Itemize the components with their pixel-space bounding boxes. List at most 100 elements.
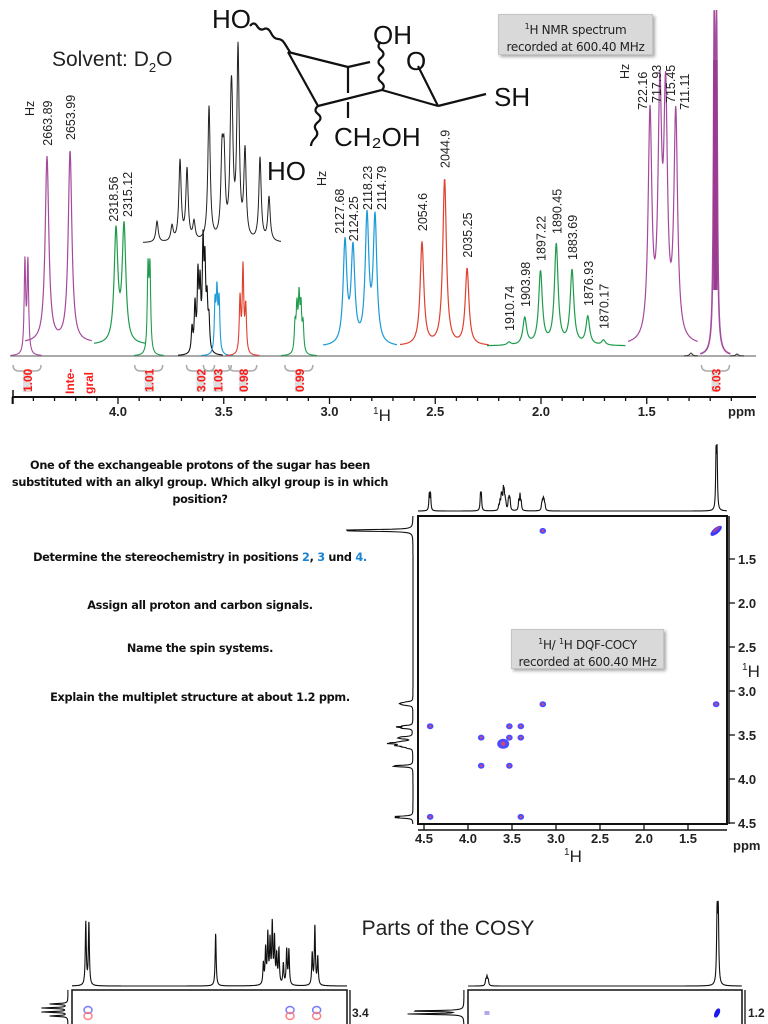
hz-unit-label: Hz — [618, 64, 632, 79]
expansion-trace-1 — [93, 221, 147, 344]
cosy-x-tick-label: 3.0 — [547, 831, 565, 846]
parts-title: Parts of the COSY — [362, 917, 535, 940]
x-tick-label: 4.0 — [109, 404, 127, 419]
cross-peak-phase — [714, 703, 718, 706]
cross-peak-phase — [519, 815, 522, 819]
peak-label-hz: 2124.25 — [347, 196, 361, 241]
cosy-plot-frame — [417, 515, 728, 825]
x-tick-label: 1.5 — [638, 404, 656, 419]
peak-label-hz: 2114.79 — [375, 166, 389, 210]
hz-unit-label: Hz — [315, 171, 329, 186]
peak-label-hz: 2315.12 — [121, 172, 135, 217]
sugar-structure — [249, 22, 487, 147]
peak-label-hz: 1897.22 — [535, 216, 549, 261]
peak-label-hz: 1876.93 — [582, 261, 596, 306]
solvent-label: Solvent: D2O — [52, 48, 172, 75]
cross-peak-phase — [519, 736, 522, 739]
structure-ho-top: HO — [212, 4, 251, 34]
info-box-cosy: 1H/ 1H DQF-COCY recorded at 600.40 MHz — [511, 629, 664, 669]
cosy-x-tick-label: 2.0 — [635, 831, 653, 846]
peak-label-hz: 715.45 — [664, 65, 678, 103]
integral-label-part-1: Inte- — [63, 369, 77, 394]
peak-label-hz: 1870.17 — [598, 284, 612, 329]
cross-peak-phase — [83, 1011, 93, 1021]
question-5: Explain the multiplet structure at about… — [50, 691, 350, 704]
question-1-line-3: position? — [172, 493, 228, 506]
peak-label-hz: 1890.45 — [550, 189, 564, 234]
peak-label-hz: 722.16 — [636, 72, 650, 110]
cosy-x-tick-label: 2.5 — [591, 831, 609, 846]
expansion-trace-2 — [322, 209, 398, 346]
x-tick-label: 3.0 — [320, 404, 338, 419]
cross-peak-phase — [508, 725, 511, 728]
cross-peak-phase — [480, 736, 483, 739]
structure-ch2oh: CH₂OH — [334, 122, 421, 152]
integral-value: 1.00 — [21, 368, 35, 392]
peak-label-hz: 2653.99 — [64, 95, 78, 140]
spectrum-multiplet-1 — [134, 258, 164, 356]
cosy-unit-label: ppm — [733, 838, 760, 853]
cosy-left-projection — [345, 516, 414, 824]
peak-label-hz: 2118.23 — [361, 166, 375, 210]
integral-value: 6.03 — [709, 368, 723, 392]
integral-value: 1.03 — [211, 368, 225, 392]
cross-peak-phase — [508, 764, 511, 767]
x-tick-label: 3.5 — [215, 404, 233, 419]
cross-peak — [285, 1005, 295, 1015]
cross-peak-phase — [501, 741, 506, 746]
peak-label-hz: 2318.56 — [107, 176, 121, 221]
cosy-y-tick-label: 4.0 — [738, 772, 756, 787]
cosy-y-tick-label: 4.5 — [738, 816, 756, 831]
baseline-impurity — [684, 352, 698, 357]
expansion-trace-3 — [400, 179, 489, 346]
cosy-part-left-projection — [407, 990, 465, 1024]
peak-label-hz: 2127.68 — [333, 189, 347, 234]
cosy-x-tick-label: 4.0 — [459, 831, 477, 846]
peak-label-hz: 717.93 — [650, 65, 664, 103]
integral-value: 0.98 — [237, 368, 251, 392]
integral-marker — [144, 372, 153, 392]
structure-oh-top: OH — [373, 20, 412, 50]
cross-peak-phase — [519, 725, 522, 728]
cosy-part-y-tick-label: 3.4 — [352, 1006, 369, 1020]
cosy-part-frame — [71, 989, 348, 1024]
cosy-top-projection — [418, 443, 727, 512]
cosy-y-axis-label: 1H — [742, 662, 760, 681]
integral-marker — [213, 372, 222, 392]
question-1: One of the exchangeable protons of the s… — [10, 457, 390, 508]
cross-peak-phase — [311, 1011, 322, 1021]
cross-peak — [83, 1005, 93, 1015]
question-3: Assign all proton and carbon signals. — [87, 599, 313, 612]
integral-marker — [294, 372, 303, 392]
integral-value: 1.01 — [143, 368, 157, 392]
structure-ring-o: O — [406, 46, 426, 76]
cosy-y-tick-label: 2.0 — [738, 596, 756, 611]
cross-peak — [484, 1011, 490, 1015]
x-tick-label: 2.0 — [532, 404, 550, 419]
question-2: Determine the stereochemistry in positio… — [33, 551, 367, 564]
structure-sh: SH — [494, 82, 530, 112]
expansion-trace-5 — [627, 70, 698, 342]
expansion-trace-0 — [24, 150, 92, 342]
cosy-part-frame — [467, 989, 743, 1024]
x-tick-label: 2.5 — [426, 404, 444, 419]
cosy-x-axis-label: 1H — [564, 847, 582, 866]
cosy-x-tick-label: 1.5 — [679, 831, 697, 846]
peak-label-hz: 1883.69 — [566, 215, 580, 260]
info-box-1d: 1H NMR spectrum recorded at 600.40 MHz — [498, 14, 653, 55]
cosy-spectrum: 4.5 4.0 3.5 3.0 2.5 2.0 1.5 1.5 2.0 2.5 3.0 3.5 4.0 4… — [345, 443, 760, 866]
cross-peak — [710, 525, 722, 536]
1d-spectrum: 2663.89 2653.99 Hz 2318.56 2315.12 2127.68 212… — [10, 9, 756, 425]
cosy-part-left-projection — [41, 990, 69, 1024]
peak-label-hz: 1903.98 — [519, 262, 533, 307]
cross-peak-phase — [285, 1011, 295, 1021]
cross-peak-phase — [480, 764, 483, 767]
cosy-parts: 3.4 1.2 — [41, 900, 765, 1024]
cosy-x-tick-label: 3.5 — [503, 831, 521, 846]
cosy-part-y-tick-label: 1.2 — [748, 1006, 765, 1020]
baseline-impurity — [730, 353, 744, 357]
cosy-y-tick-label: 3.5 — [738, 728, 756, 743]
info-1d-line1: 1H NMR spectrum — [524, 22, 627, 37]
cosy-y-tick-label: 3.0 — [738, 684, 756, 699]
